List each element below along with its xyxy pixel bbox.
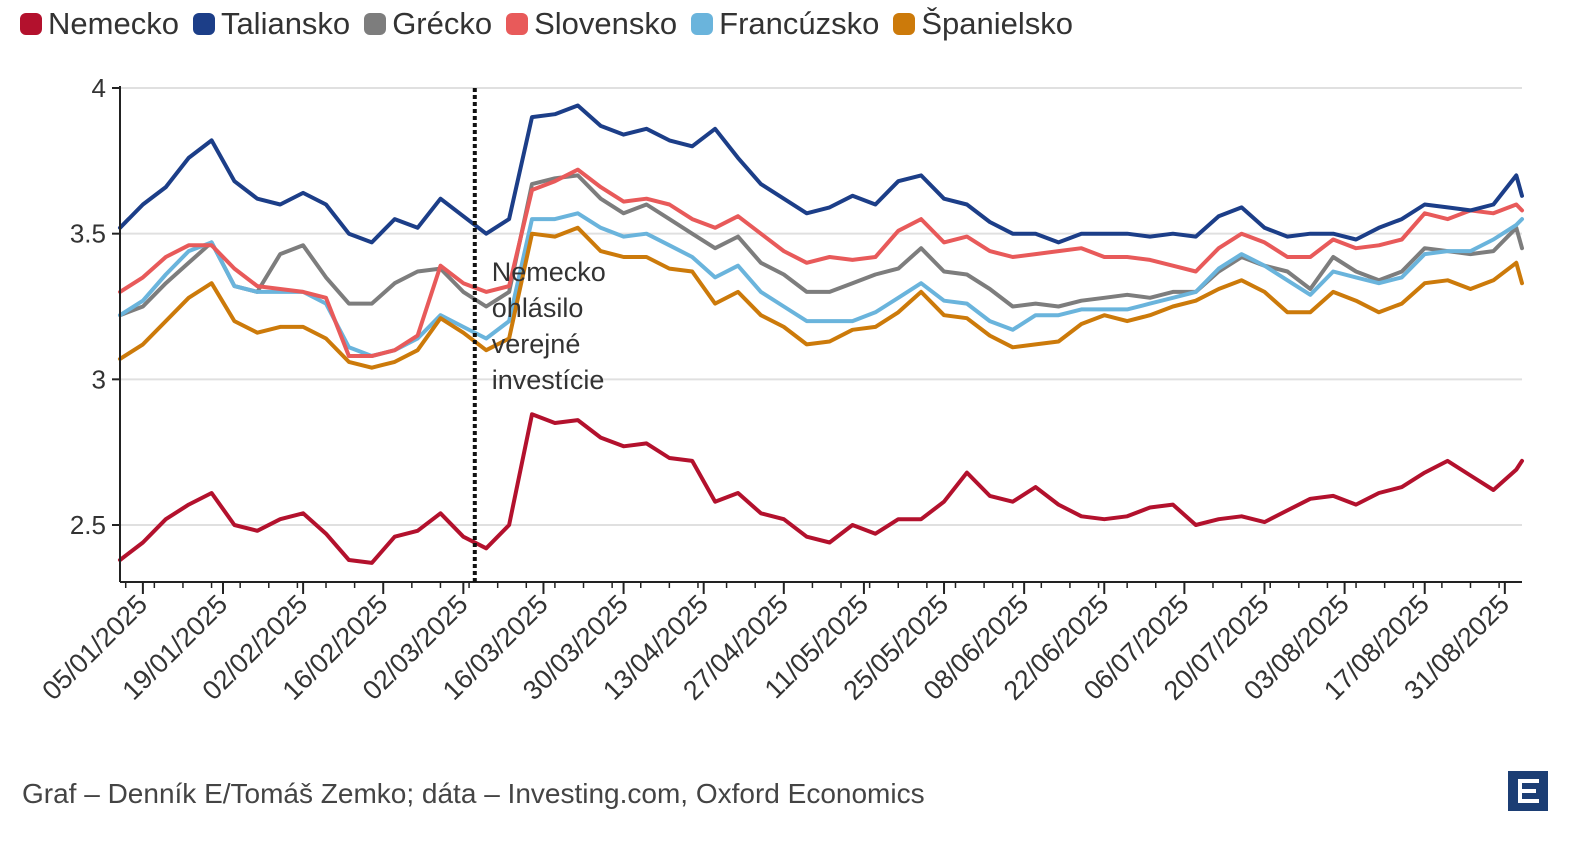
annotation-text: verejné [492,329,581,359]
y-tick-label: 2.5 [70,510,106,540]
event-marker: Nemecko ohlásilo verejné investície [472,88,606,582]
series-line-slovensko [118,167,1524,358]
legend-swatch [20,13,42,35]
annotation-text: ohlásilo [492,293,584,323]
y-tick-label: 3.5 [70,219,106,249]
legend-item-5: Španielsko [893,6,1073,42]
legend-item-2: Grécko [364,6,492,42]
legend-label: Španielsko [921,6,1074,41]
legend-item-0: Nemecko [20,6,179,42]
source-credit: Graf – Denník E/Tomáš Zemko; dáta – Inve… [22,778,925,809]
legend-label: Nemecko [48,6,179,41]
legend-label: Slovensko [534,6,678,41]
denník-e-logo-icon[interactable] [1508,771,1548,811]
chart-legend: Nemecko Taliansko Grécko Slovensko Francúzsk… [20,4,1073,44]
legend-label: Francúzsko [719,6,880,41]
legend-item-3: Slovensko [506,6,677,42]
series-line-francúzsko [118,211,1524,358]
legend-swatch [506,13,529,35]
annotation-text: Nemecko [492,257,606,287]
y-tick-label: 4 [92,73,106,103]
series-lines [118,103,1524,565]
legend-swatch [364,13,387,35]
series-line-taliansko [118,103,1524,245]
legend-swatch [192,13,215,35]
y-tick-label: 3 [92,364,106,394]
legend-item-1: Taliansko [192,6,351,42]
legend-swatch [691,13,714,35]
legend-item-4: Francúzsko [691,6,879,42]
legend-swatch [893,13,916,35]
legend-label: Grécko [392,6,493,41]
axes: 2.533.5405/01/202519/01/202502/02/202516… [36,73,1522,706]
annotation-text: investície [492,365,605,395]
series-line-španielsko [118,225,1524,370]
legend-label: Taliansko [220,6,351,41]
series-line-grécko [118,173,1524,318]
series-line-nemecko [118,412,1524,565]
